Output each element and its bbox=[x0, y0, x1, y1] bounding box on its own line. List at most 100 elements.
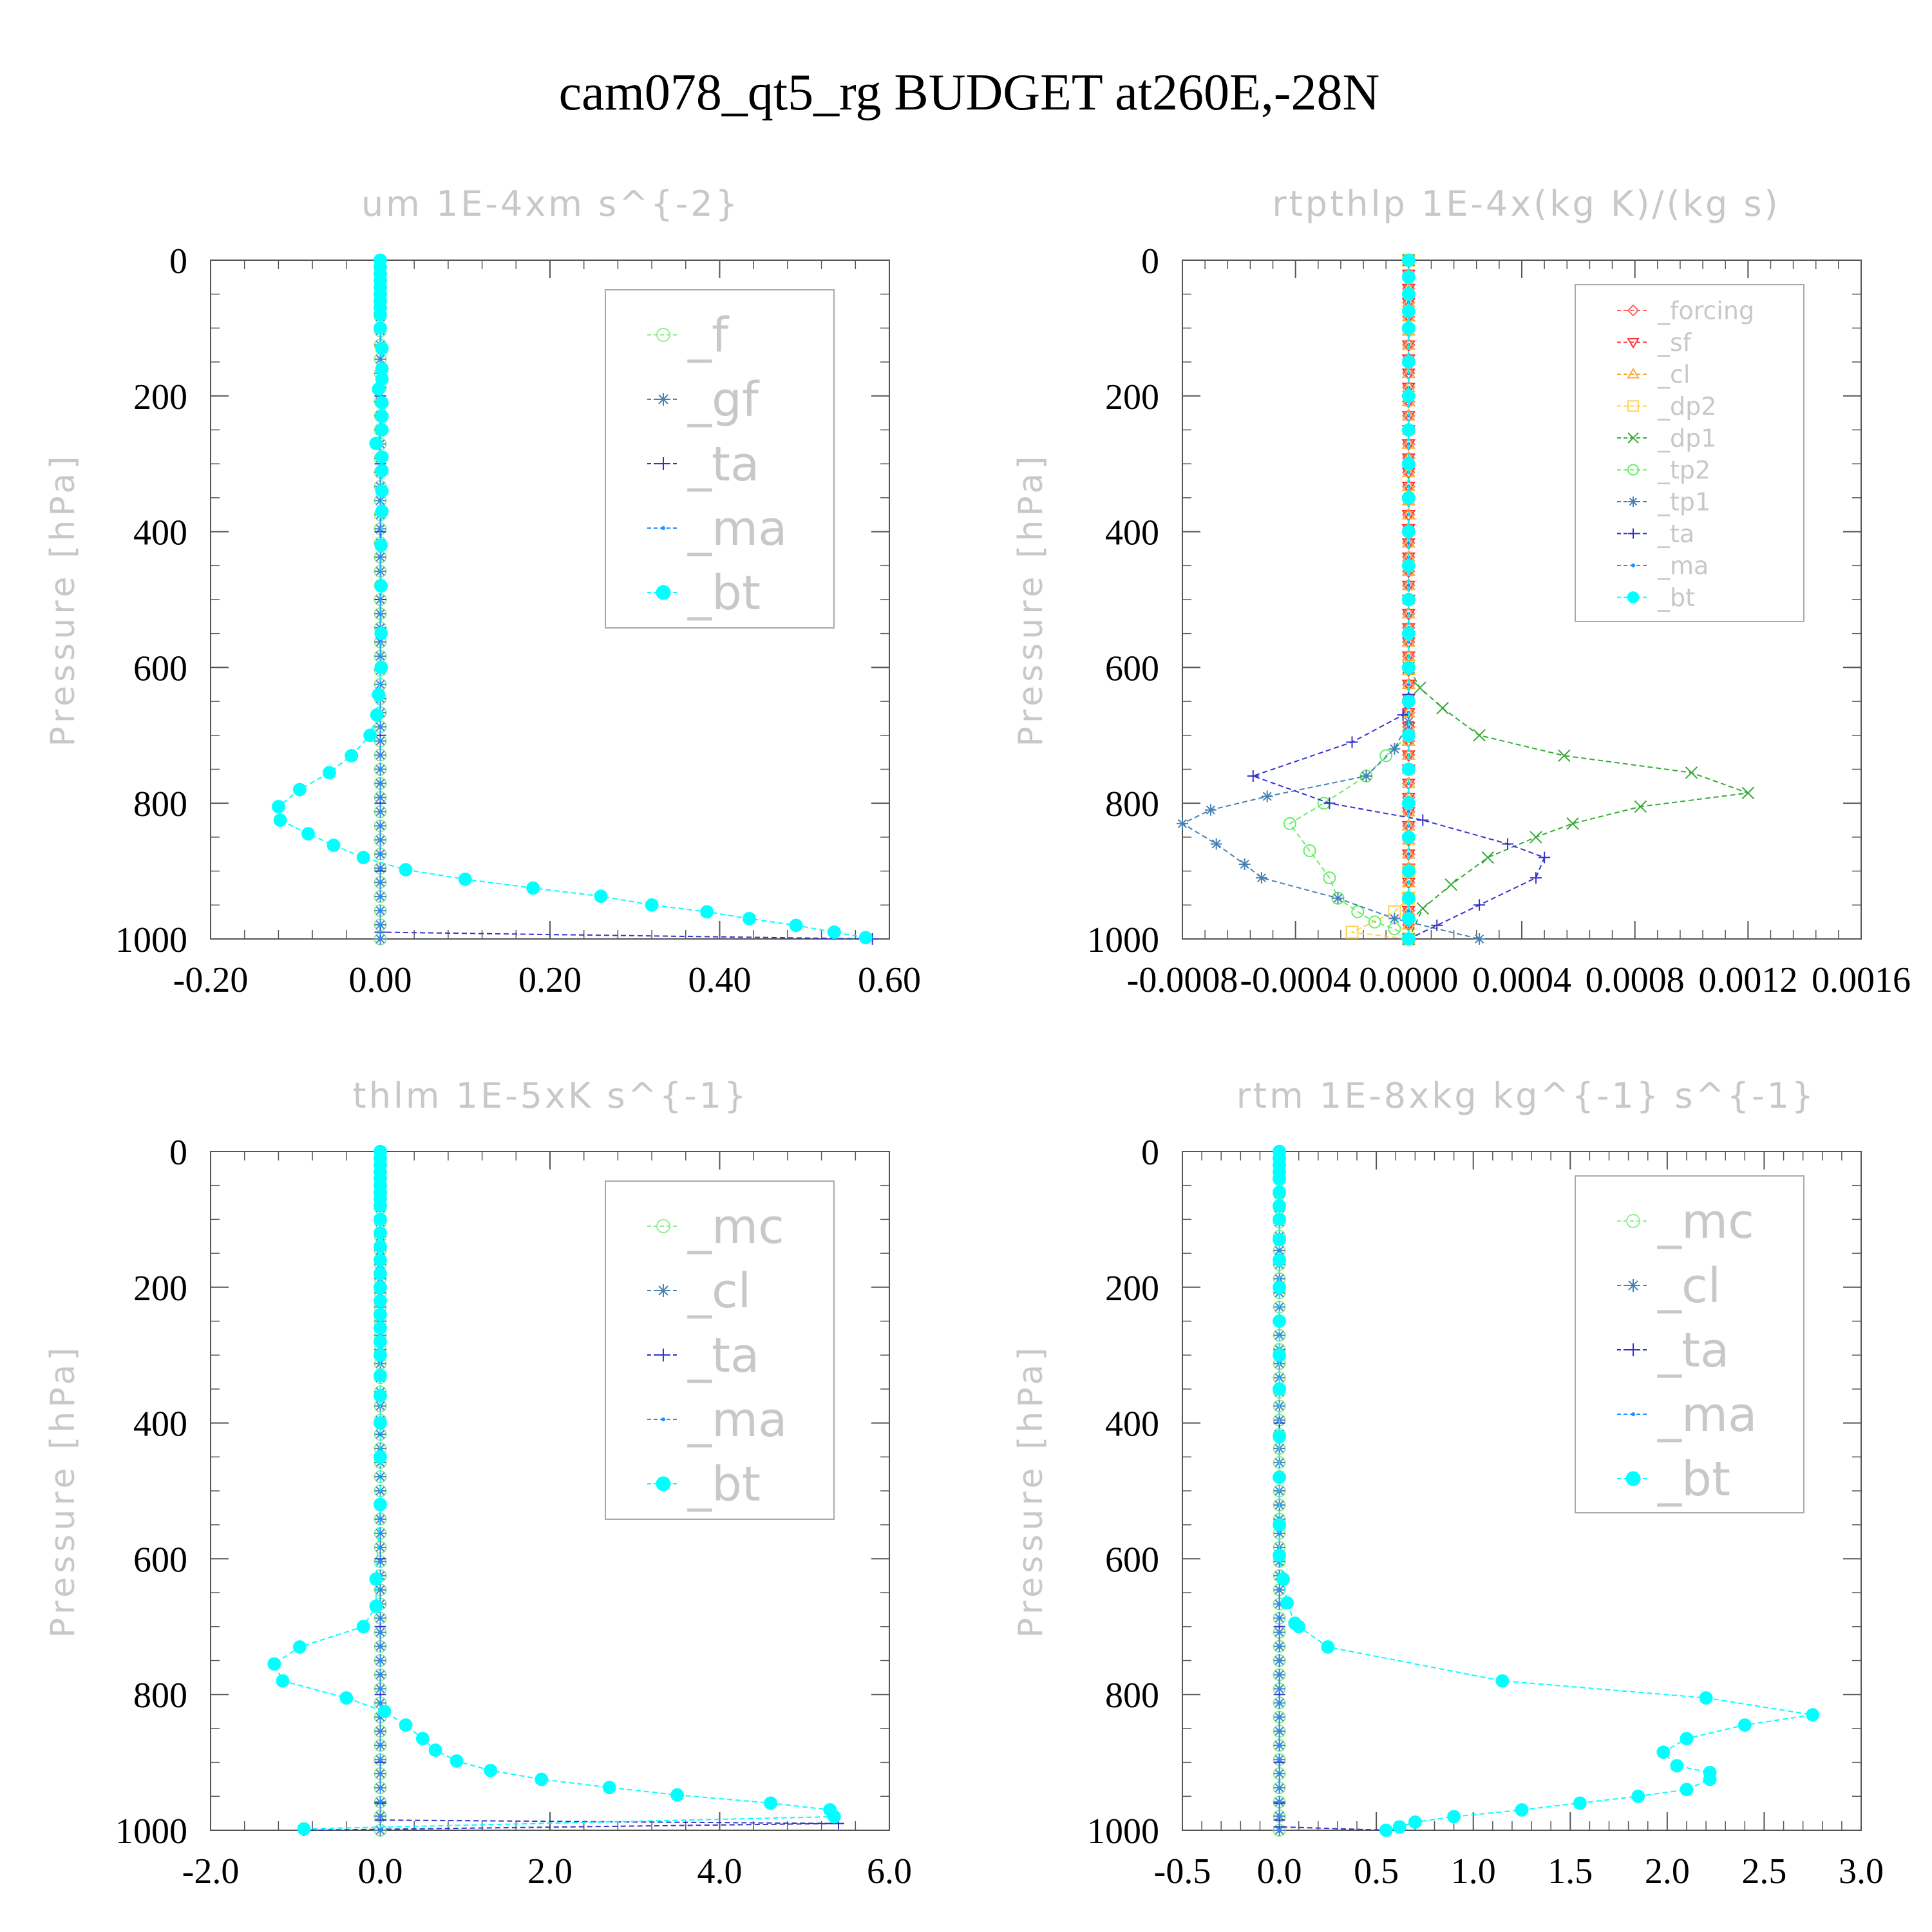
data-point bbox=[602, 1781, 616, 1794]
data-point bbox=[1277, 1644, 1282, 1649]
legend-box bbox=[1575, 284, 1804, 622]
data-point bbox=[378, 923, 383, 927]
y-tick-label: 800 bbox=[133, 1676, 187, 1716]
legend-item: _cl bbox=[1617, 360, 1690, 388]
legend-item: _gf bbox=[647, 372, 760, 428]
legend-label: _gf bbox=[687, 372, 760, 428]
data-point bbox=[374, 1198, 387, 1213]
data-point bbox=[378, 1800, 383, 1804]
data-point bbox=[1406, 724, 1411, 729]
data-point bbox=[1277, 1715, 1282, 1719]
data-point bbox=[1401, 627, 1416, 641]
data-point bbox=[378, 1616, 383, 1620]
data-point bbox=[276, 1674, 290, 1688]
legend-marker bbox=[1628, 528, 1638, 539]
data-point bbox=[378, 895, 383, 899]
data-point bbox=[374, 321, 387, 335]
plot-area bbox=[267, 1144, 844, 1837]
legend-marker bbox=[661, 526, 665, 530]
data-point bbox=[374, 1294, 387, 1308]
data-point bbox=[1401, 592, 1416, 607]
x-tick-label: 0.0008 bbox=[1586, 960, 1685, 1000]
legend-item: _cl bbox=[647, 1264, 751, 1319]
data-point bbox=[369, 437, 383, 450]
x-tick-label: 0.5 bbox=[1354, 1852, 1399, 1891]
plot-area bbox=[1273, 1144, 1820, 1837]
data-point bbox=[484, 1763, 498, 1777]
data-point bbox=[378, 880, 383, 885]
data-point bbox=[1332, 892, 1344, 904]
data-point bbox=[1401, 491, 1416, 505]
data-point bbox=[292, 782, 307, 797]
y-tick-label: 200 bbox=[133, 377, 187, 417]
data-point bbox=[1515, 1803, 1529, 1817]
data-point bbox=[1346, 736, 1358, 748]
legend-label: _tp2 bbox=[1657, 456, 1710, 484]
data-point bbox=[292, 1640, 307, 1654]
y-tick-label: 800 bbox=[133, 784, 187, 824]
data-point bbox=[1631, 1789, 1645, 1803]
data-point bbox=[1473, 933, 1486, 945]
data-point bbox=[1401, 750, 1416, 762]
data-point bbox=[399, 863, 413, 876]
x-tick-label: 2.0 bbox=[1645, 1852, 1690, 1891]
data-point bbox=[1401, 423, 1416, 437]
x-tick-label: 4.0 bbox=[697, 1852, 743, 1891]
data-point bbox=[374, 1307, 387, 1321]
y-tick-label: 0 bbox=[1141, 1133, 1159, 1173]
data-point bbox=[375, 484, 389, 498]
y-axis-label: Pressure [hPa] bbox=[44, 1344, 82, 1638]
x-tick-label: -0.5 bbox=[1154, 1852, 1211, 1891]
data-point bbox=[1401, 287, 1416, 301]
panel-title: um 1E-4xm s^{-2} bbox=[361, 184, 740, 224]
legend-item: _ta bbox=[647, 1328, 759, 1383]
data-point bbox=[375, 423, 389, 437]
data-point bbox=[374, 1497, 387, 1511]
legend-label: _tp1 bbox=[1657, 488, 1710, 516]
legend-item: _ta bbox=[1617, 520, 1694, 548]
data-point bbox=[789, 918, 803, 933]
data-point bbox=[369, 1572, 383, 1586]
data-point bbox=[764, 1796, 777, 1810]
data-point bbox=[378, 1658, 383, 1663]
legend-item: _bt bbox=[647, 1457, 761, 1512]
series-line bbox=[1349, 260, 1410, 940]
legend-marker bbox=[657, 393, 670, 406]
data-point bbox=[1273, 1280, 1286, 1294]
data-point bbox=[374, 1321, 387, 1335]
y-tick-label: 0 bbox=[1141, 242, 1159, 281]
data-point bbox=[1277, 1630, 1282, 1634]
data-point bbox=[645, 898, 659, 912]
legend-label: _bt bbox=[1657, 1452, 1730, 1507]
data-point bbox=[1539, 851, 1551, 864]
legend-label: _cl bbox=[687, 1264, 751, 1319]
y-tick-label: 200 bbox=[1105, 377, 1159, 417]
legend-marker bbox=[1628, 497, 1638, 507]
data-point bbox=[1277, 1687, 1282, 1691]
data-point bbox=[369, 1599, 383, 1613]
data-point bbox=[374, 1267, 387, 1281]
data-point bbox=[1261, 790, 1273, 802]
data-point bbox=[1247, 770, 1259, 782]
y-tick-label: 200 bbox=[1105, 1269, 1159, 1309]
data-point bbox=[370, 708, 384, 722]
data-point bbox=[1401, 340, 1416, 352]
data-point bbox=[1806, 1708, 1820, 1722]
data-point bbox=[378, 838, 383, 842]
chart-panel-2: rtpthlp 1E-4x(kg K)/(kg s) Pressure [hPa]… bbox=[1012, 184, 1911, 1000]
legend-label: _cl bbox=[1657, 1258, 1721, 1314]
data-point bbox=[323, 766, 336, 780]
legend-item: _ta bbox=[1617, 1323, 1729, 1378]
legend: _mc _cl _ta _ma _bt bbox=[605, 1180, 835, 1520]
data-point bbox=[1273, 1470, 1286, 1484]
data-point bbox=[374, 1253, 387, 1267]
data-point bbox=[1401, 891, 1416, 905]
data-point bbox=[374, 627, 388, 641]
legend-item: _bt bbox=[647, 565, 761, 621]
data-point bbox=[1277, 1616, 1282, 1620]
y-tick-label: 600 bbox=[1105, 1540, 1159, 1580]
data-point bbox=[1406, 442, 1411, 446]
data-point bbox=[375, 341, 389, 355]
data-point bbox=[1277, 1587, 1282, 1592]
legend-marker bbox=[657, 1349, 670, 1361]
